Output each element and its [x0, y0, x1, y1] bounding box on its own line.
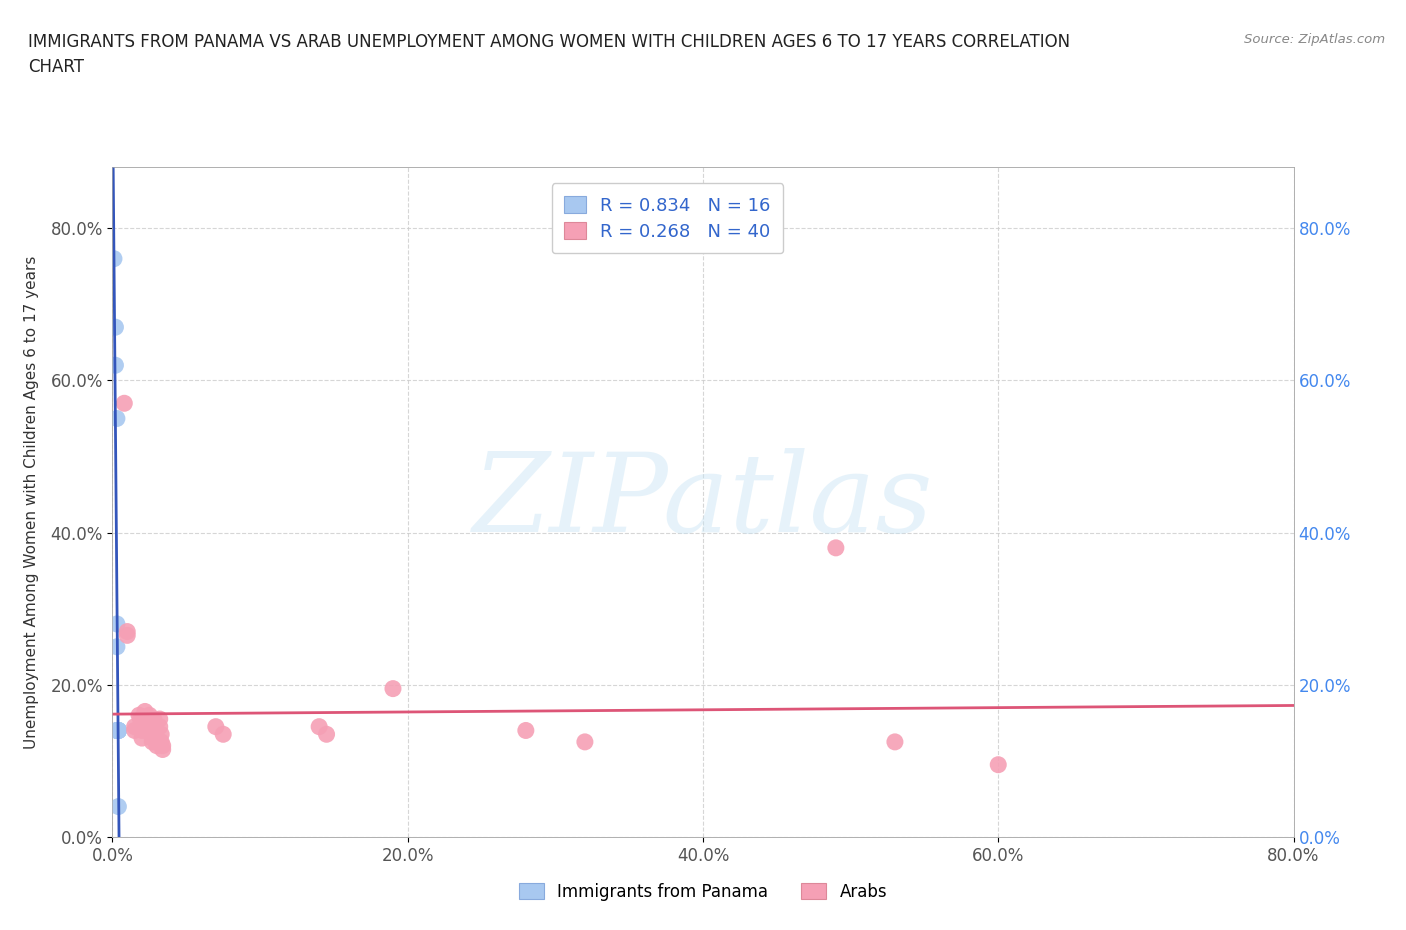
- Point: [139, 723, 162, 737]
- Text: ZIPatlas: ZIPatlas: [472, 448, 934, 556]
- Point: [124, 723, 146, 737]
- Point: [308, 719, 330, 734]
- Point: [574, 735, 596, 750]
- Point: [143, 727, 166, 742]
- Point: [146, 738, 169, 753]
- Point: [105, 639, 128, 654]
- Point: [129, 711, 152, 726]
- Point: [103, 251, 125, 266]
- Point: [134, 704, 156, 719]
- Point: [124, 719, 146, 734]
- Point: [152, 742, 174, 757]
- Point: [104, 358, 127, 373]
- Point: [104, 320, 127, 335]
- Point: [146, 731, 169, 746]
- Point: [105, 411, 128, 426]
- Point: [205, 719, 228, 734]
- Point: [138, 708, 160, 723]
- Point: [131, 731, 153, 746]
- Point: [128, 708, 150, 723]
- Point: [134, 719, 156, 734]
- Point: [107, 723, 129, 737]
- Point: [824, 540, 846, 555]
- Point: [105, 723, 128, 737]
- Point: [150, 727, 173, 742]
- Point: [107, 723, 129, 737]
- Point: [142, 715, 165, 730]
- Point: [382, 681, 405, 696]
- Point: [884, 735, 907, 750]
- Point: [141, 727, 163, 742]
- Point: [146, 735, 169, 750]
- Point: [107, 723, 129, 737]
- Legend: Immigrants from Panama, Arabs: Immigrants from Panama, Arabs: [512, 876, 894, 908]
- Point: [107, 723, 129, 737]
- Point: [107, 723, 129, 737]
- Point: [150, 735, 173, 750]
- Point: [105, 617, 128, 631]
- Point: [315, 727, 337, 742]
- Point: [149, 719, 172, 734]
- Point: [142, 711, 165, 726]
- Point: [117, 628, 138, 643]
- Text: CHART: CHART: [28, 58, 84, 75]
- Text: IMMIGRANTS FROM PANAMA VS ARAB UNEMPLOYMENT AMONG WOMEN WITH CHILDREN AGES 6 TO : IMMIGRANTS FROM PANAMA VS ARAB UNEMPLOYM…: [28, 33, 1070, 50]
- Point: [149, 711, 172, 726]
- Point: [212, 727, 235, 742]
- Text: Source: ZipAtlas.com: Source: ZipAtlas.com: [1244, 33, 1385, 46]
- Y-axis label: Unemployment Among Women with Children Ages 6 to 17 years: Unemployment Among Women with Children A…: [24, 256, 39, 749]
- Point: [141, 735, 163, 750]
- Point: [117, 624, 138, 639]
- Point: [131, 723, 153, 737]
- Point: [152, 738, 174, 753]
- Point: [105, 723, 128, 737]
- Legend: R = 0.834   N = 16, R = 0.268   N = 40: R = 0.834 N = 16, R = 0.268 N = 40: [551, 183, 783, 253]
- Point: [141, 731, 163, 746]
- Point: [515, 723, 537, 737]
- Point: [107, 799, 129, 814]
- Point: [134, 711, 156, 726]
- Point: [139, 715, 162, 730]
- Point: [107, 723, 129, 737]
- Point: [112, 396, 135, 411]
- Point: [105, 723, 128, 737]
- Point: [987, 757, 1010, 772]
